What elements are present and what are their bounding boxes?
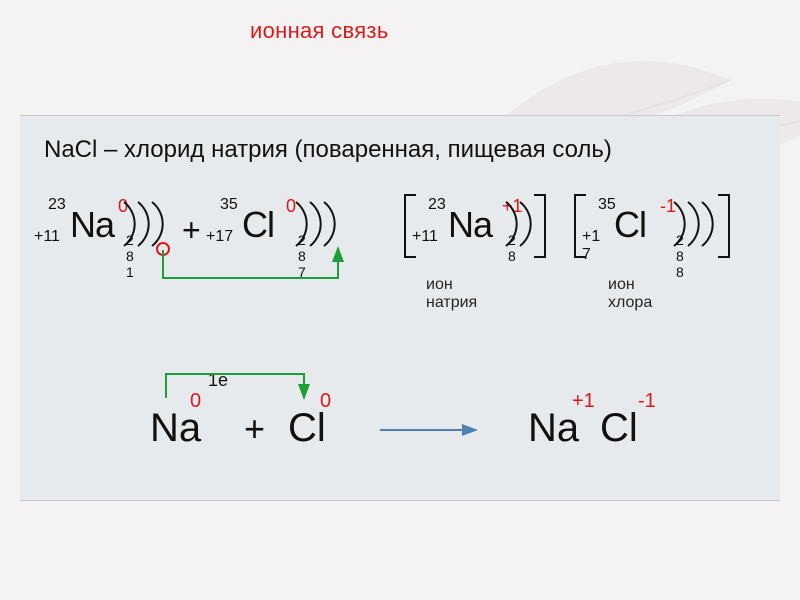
mass-number: 23 <box>428 196 446 214</box>
element-symbol: Cl <box>614 204 646 246</box>
reaction-card: NaCl – хлорид натрия (поваренная, пищева… <box>20 115 780 501</box>
bracket-left <box>404 194 416 258</box>
valence-electron <box>156 242 170 256</box>
oxidation-state: 0 <box>286 196 296 217</box>
proton-number: +17 <box>206 228 233 246</box>
symbol-na: Na <box>150 406 201 451</box>
oxidation-state: -1 <box>660 196 676 217</box>
ion-label: ион натрия <box>426 276 477 312</box>
reaction-arrow <box>380 422 490 442</box>
shell-electrons: 2 8 7 <box>298 232 310 280</box>
ion-label: ион хлора <box>608 276 652 312</box>
element-symbol: Na <box>448 204 492 246</box>
symbol-cl: Cl <box>600 406 638 451</box>
shell-electrons: 2 8 1 <box>126 232 138 280</box>
electron-label: 1ē <box>208 370 228 391</box>
oxidation-state: 0 <box>118 196 128 217</box>
bracket-right <box>534 194 546 258</box>
plus-sign: + <box>182 212 201 249</box>
proton-number: +11 <box>34 228 60 246</box>
mass-number: 23 <box>48 196 66 214</box>
simplified-row: 1ē 0 Na + 0 Cl +1 Na -1 Cl <box>140 396 760 486</box>
proton-number-line2: 7 <box>582 246 591 264</box>
mass-number: 35 <box>220 196 238 214</box>
symbol-cl: Cl <box>288 406 326 451</box>
page-title: ионная связь <box>250 18 389 44</box>
oxidation-state: -1 <box>638 390 656 413</box>
shell-electrons: 2 8 <box>508 232 520 264</box>
symbol-na: Na <box>528 406 579 451</box>
element-symbol: Na <box>70 204 114 246</box>
plus-sign: + <box>244 408 265 450</box>
bracket-right <box>718 194 730 258</box>
proton-number: +11 <box>412 228 438 246</box>
shell-electrons: 2 8 8 <box>676 232 688 280</box>
proton-number-line1: +1 <box>582 228 600 246</box>
element-symbol: Cl <box>242 204 274 246</box>
electron-config-row: 23 +11 Na 0 2 8 1 + 35 +17 Cl 0 <box>34 196 774 306</box>
compound-label: NaCl – хлорид натрия (поваренная, пищева… <box>44 136 612 164</box>
oxidation-state: +1 <box>502 196 523 217</box>
